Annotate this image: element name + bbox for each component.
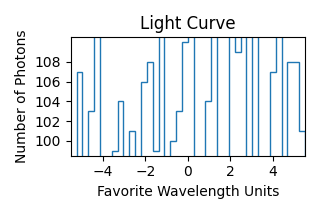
Y-axis label: Number of Photons: Number of Photons [15, 30, 29, 163]
X-axis label: Favorite Wavelength Units: Favorite Wavelength Units [97, 185, 279, 199]
Title: Light Curve: Light Curve [140, 15, 236, 33]
